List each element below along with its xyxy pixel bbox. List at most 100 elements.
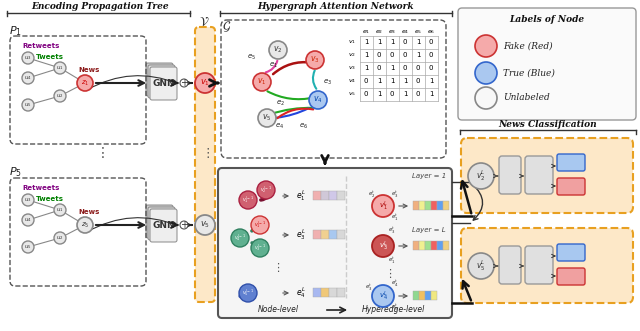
Text: 1: 1 — [364, 65, 368, 71]
Text: $v_1^{l-1}$: $v_1^{l-1}$ — [242, 195, 254, 206]
Circle shape — [475, 62, 497, 84]
Text: 0: 0 — [416, 78, 420, 84]
FancyBboxPatch shape — [150, 209, 177, 242]
Text: 0: 0 — [377, 65, 381, 71]
Bar — [313, 191, 321, 200]
Circle shape — [372, 285, 394, 307]
Circle shape — [54, 204, 66, 216]
Text: $u_{5}$: $u_{5}$ — [24, 101, 32, 109]
Circle shape — [231, 229, 249, 247]
Text: $P_1$: $P_1$ — [9, 24, 22, 38]
Text: $e_3^L$: $e_3^L$ — [296, 227, 306, 242]
Text: $e_6^t$: $e_6^t$ — [391, 303, 399, 313]
Text: $v_5^L$: $v_5^L$ — [476, 259, 486, 273]
Circle shape — [22, 52, 34, 64]
Text: True: True — [568, 155, 574, 169]
Circle shape — [22, 194, 34, 206]
FancyBboxPatch shape — [461, 228, 633, 303]
Text: 0: 0 — [429, 52, 433, 58]
Text: Fake: Fake — [568, 268, 574, 284]
Bar — [313, 230, 321, 239]
FancyBboxPatch shape — [461, 138, 633, 213]
Bar — [337, 191, 345, 200]
Circle shape — [475, 87, 497, 109]
Circle shape — [269, 41, 287, 59]
Circle shape — [251, 239, 269, 257]
Text: 0: 0 — [416, 65, 420, 71]
Circle shape — [22, 214, 34, 226]
Text: 1: 1 — [429, 91, 433, 97]
Text: Labels of Node: Labels of Node — [509, 15, 584, 24]
FancyBboxPatch shape — [146, 63, 173, 96]
Text: 0: 0 — [390, 52, 394, 58]
Bar — [419, 291, 425, 300]
Bar — [437, 241, 443, 250]
Text: 0: 0 — [429, 39, 433, 45]
FancyBboxPatch shape — [195, 27, 215, 302]
Text: 0: 0 — [364, 78, 368, 84]
Text: $e_2$: $e_2$ — [276, 98, 284, 108]
FancyBboxPatch shape — [146, 205, 173, 238]
Text: $u_{1}$: $u_{1}$ — [56, 206, 64, 214]
Circle shape — [309, 91, 327, 109]
Text: Layer = L: Layer = L — [412, 227, 446, 233]
Text: Layer = 1: Layer = 1 — [412, 173, 446, 179]
Circle shape — [77, 217, 93, 233]
Text: $e_4^t$: $e_4^t$ — [391, 279, 399, 289]
Text: 1: 1 — [416, 39, 420, 45]
Text: Tweets: Tweets — [36, 54, 64, 60]
Circle shape — [239, 284, 257, 302]
Text: 0: 0 — [364, 91, 368, 97]
Text: 0: 0 — [403, 52, 407, 58]
Text: 0: 0 — [390, 91, 394, 97]
Text: +: + — [180, 78, 188, 88]
Bar — [431, 241, 437, 250]
Text: 1: 1 — [416, 52, 420, 58]
Text: $e_4$: $e_4$ — [275, 121, 285, 131]
Circle shape — [251, 216, 269, 234]
Text: $z_5$: $z_5$ — [81, 220, 89, 230]
Text: $e_6$: $e_6$ — [300, 121, 308, 131]
Text: $v_1$: $v_1$ — [200, 78, 210, 88]
Bar — [337, 230, 345, 239]
Circle shape — [468, 163, 494, 189]
Bar — [413, 201, 419, 210]
Text: Node-level: Node-level — [257, 306, 298, 314]
Bar — [329, 191, 337, 200]
Circle shape — [180, 221, 188, 229]
Text: $v_2$: $v_2$ — [348, 51, 356, 59]
FancyBboxPatch shape — [150, 67, 177, 100]
Text: $\mathcal{G}$: $\mathcal{G}$ — [222, 20, 231, 34]
Text: $v_{2}$: $v_{2}$ — [273, 45, 283, 55]
FancyBboxPatch shape — [499, 156, 521, 194]
FancyBboxPatch shape — [148, 207, 175, 240]
Bar — [337, 288, 345, 297]
Text: $e_3^t$: $e_3^t$ — [365, 282, 372, 293]
Text: 1: 1 — [377, 39, 381, 45]
Circle shape — [239, 191, 257, 209]
Circle shape — [77, 75, 93, 91]
Text: Softmax: Softmax — [536, 162, 541, 188]
Text: 1: 1 — [364, 39, 368, 45]
Bar — [425, 241, 431, 250]
Text: News: News — [78, 209, 99, 215]
Text: Hypergraph Attention Network: Hypergraph Attention Network — [258, 2, 414, 11]
Text: $e_2$: $e_2$ — [375, 28, 383, 36]
Text: Linear: Linear — [508, 255, 513, 275]
Text: News: News — [78, 67, 99, 73]
Text: $v_5$: $v_5$ — [200, 220, 210, 230]
Text: $u_{3}$: $u_{3}$ — [24, 196, 32, 204]
Circle shape — [257, 181, 275, 199]
Text: 0: 0 — [403, 39, 407, 45]
Text: 1: 1 — [429, 78, 433, 84]
Text: $e_6$: $e_6$ — [427, 28, 435, 36]
FancyBboxPatch shape — [525, 156, 553, 194]
Text: $e_5$: $e_5$ — [248, 52, 257, 62]
Text: Tweets: Tweets — [36, 196, 64, 202]
Circle shape — [195, 215, 215, 235]
Circle shape — [22, 241, 34, 253]
Text: 1: 1 — [377, 91, 381, 97]
Bar — [413, 241, 419, 250]
Text: Softmax: Softmax — [536, 252, 541, 278]
Text: $u_{4}$: $u_{4}$ — [24, 216, 32, 224]
